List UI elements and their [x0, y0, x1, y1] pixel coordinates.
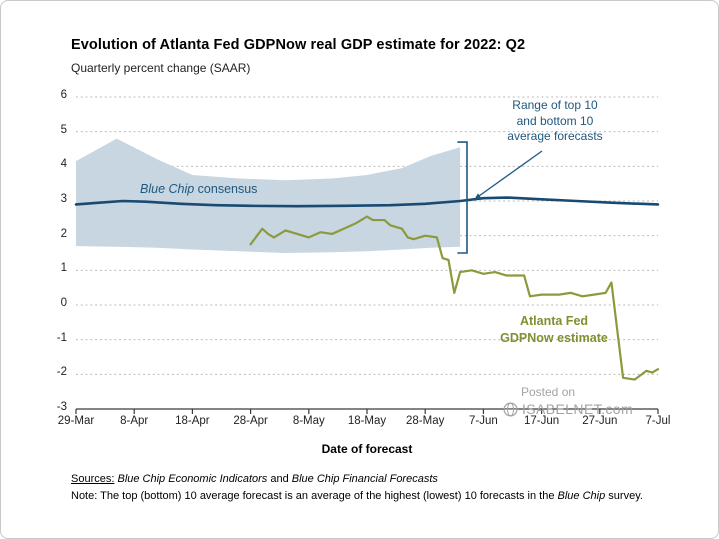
source-2: Blue Chip Financial Forecasts — [291, 473, 438, 485]
range-arrow-head — [474, 193, 482, 200]
source-1: Blue Chip Economic Indicators — [117, 473, 268, 485]
consensus-annotation-rest: consensus — [194, 182, 258, 196]
consensus-annotation: Blue Chip consensus — [140, 182, 257, 196]
consensus-annotation-italic: Blue Chip — [140, 182, 195, 196]
globe-icon — [503, 401, 518, 417]
gdpnow-annotation: Atlanta Fed GDPNow estimate — [500, 314, 608, 345]
blue-chip-consensus-line — [74, 196, 660, 208]
note-text-1: The top (bottom) 10 average forecast is … — [100, 490, 555, 502]
forecast-range-band — [76, 138, 461, 253]
range-bracket — [457, 141, 468, 254]
chart-title: Evolution of Atlanta Fed GDPNow real GDP… — [71, 37, 526, 53]
gdpnow-line — [249, 215, 660, 381]
watermark-site: ISABELNET.com — [522, 401, 634, 417]
range-arrow-line — [478, 150, 543, 197]
sources-label: Sources: — [71, 473, 115, 485]
watermark-posted-on: Posted on — [521, 385, 576, 399]
sources-conjunction: and — [270, 473, 289, 485]
note-text-2: survey. — [608, 490, 643, 502]
chart-subtitle: Quarterly percent change (SAAR) — [71, 61, 251, 75]
watermark: Posted on ISABELNET.com — [503, 385, 633, 417]
note-italic: Blue Chip — [557, 490, 606, 502]
note-label: Note: — [71, 490, 98, 502]
sources-line: Sources: Blue Chip Economic Indicators a… — [71, 473, 438, 485]
range-annotation: Range of top 10 and bottom 10 average fo… — [507, 98, 603, 143]
note-line: Note: The top (bottom) 10 average foreca… — [71, 490, 643, 502]
x-axis-title: Date of forecast — [321, 442, 413, 456]
